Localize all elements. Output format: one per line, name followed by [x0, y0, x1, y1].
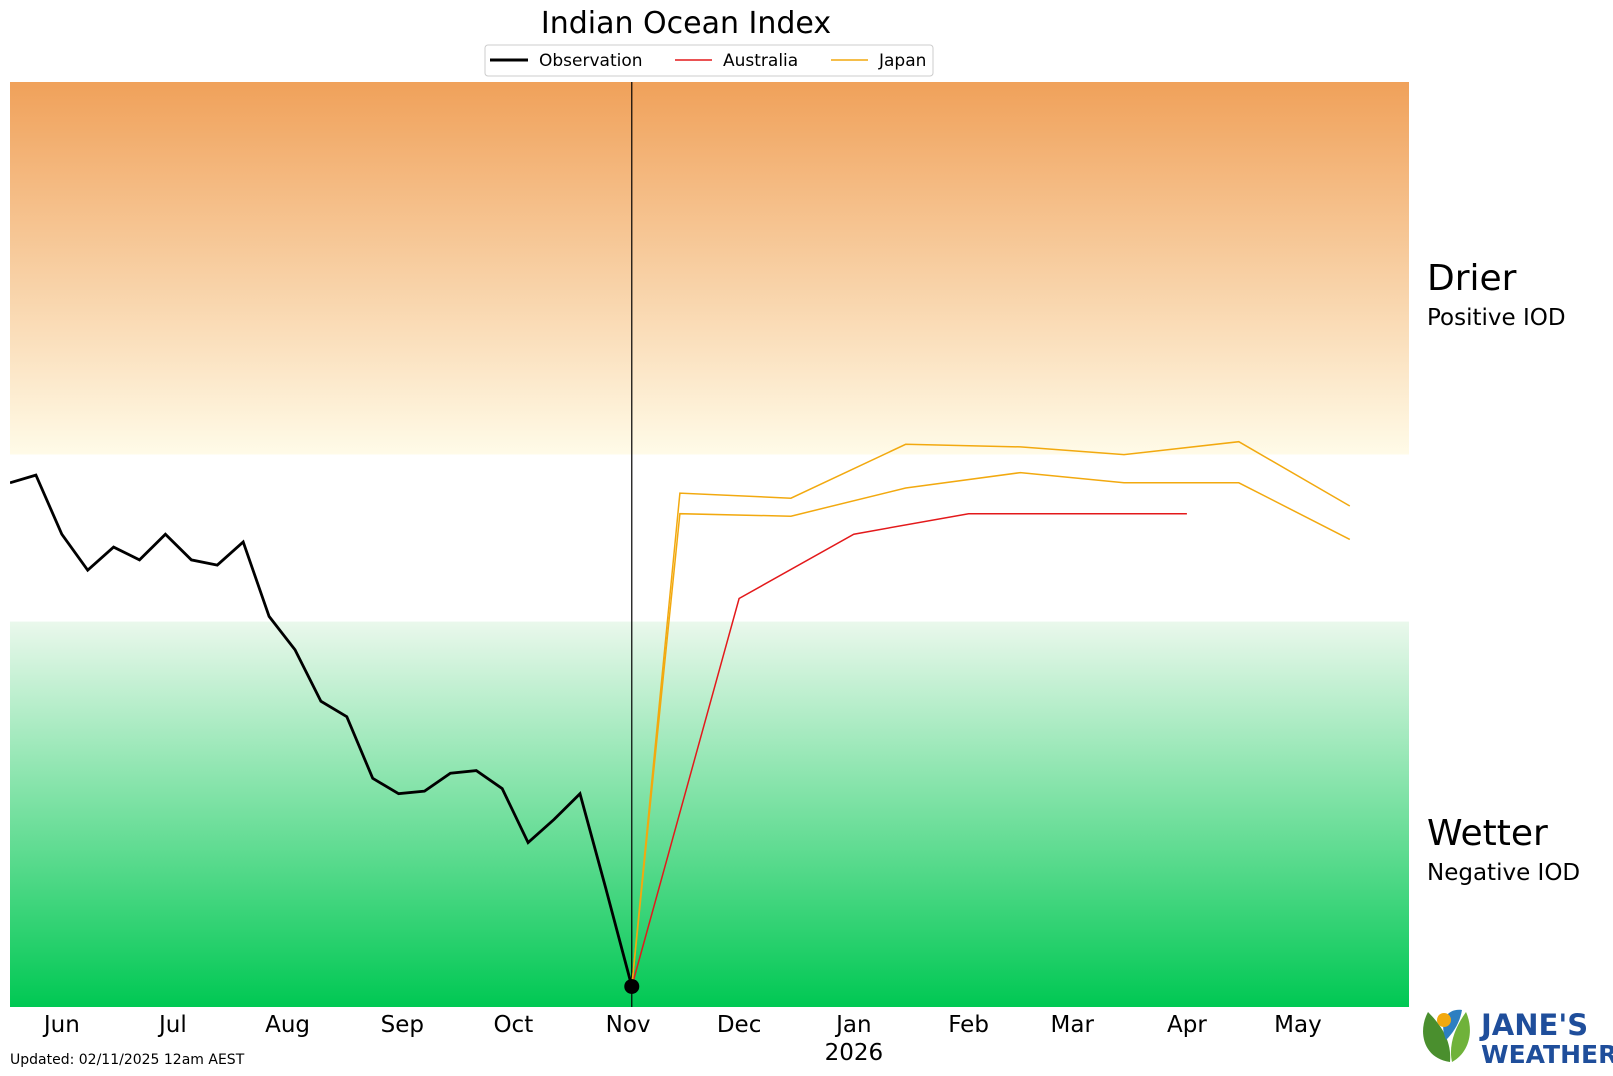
negative-iod-label: Negative IOD [1427, 860, 1580, 886]
logo-leaf-icon [1423, 1009, 1470, 1062]
x-tick-label-jun: Jun [42, 1012, 80, 1038]
chart-title: Indian Ocean Index [541, 6, 831, 41]
x-tick-label-dec: Dec [717, 1012, 762, 1038]
x-tick-label-apr: Apr [1167, 1012, 1207, 1038]
legend-label-australia: Australia [723, 51, 798, 71]
x-tick-label-oct: Oct [493, 1012, 533, 1038]
wetter-band [10, 621, 1409, 1007]
neutral-band [10, 454, 1409, 622]
x-tick-label-jul: Jul [157, 1012, 187, 1038]
x-tick-label-feb: Feb [948, 1012, 989, 1038]
series-line-observation-0 [10, 473, 634, 987]
x-tick-label-mar: Mar [1051, 1012, 1095, 1038]
updated-timestamp: Updated: 02/11/2025 12am AEST [10, 1052, 245, 1068]
logo-text-weather: WEATHER [1481, 1040, 1613, 1069]
series-line-japan-2 [631, 440, 1351, 987]
x-axis: Jun Jul Aug Sep Oct Nov Dec Jan Feb Mar Apr May [42, 1012, 1322, 1038]
drier-band [10, 82, 1409, 455]
latest-observation-point [624, 978, 640, 994]
series-line-japan-3 [631, 471, 1351, 987]
x-tick-label-sep: Sep [381, 1012, 424, 1038]
series-layer [10, 440, 1351, 994]
plot-area [10, 82, 1409, 1007]
legend-label-japan: Japan [878, 51, 926, 71]
drier-label: Drier [1427, 258, 1517, 299]
legend: Observation Australia Japan [484, 44, 934, 77]
series-line-australia-1 [631, 512, 1187, 987]
x-tick-label-nov: Nov [606, 1012, 651, 1038]
janes-weather-logo: JANE'S WEATHER [1423, 1008, 1613, 1069]
x-tick-label-aug: Aug [265, 1012, 310, 1038]
wetter-label: Wetter [1427, 813, 1548, 854]
x-tick-label-may: May [1274, 1012, 1322, 1038]
positive-iod-label: Positive IOD [1427, 305, 1566, 331]
legend-label-observation: Observation [539, 51, 643, 71]
x-tick-label-jan: Jan [834, 1012, 871, 1038]
x-year-label: 2026 [825, 1040, 884, 1066]
logo-text-janes: JANE'S [1479, 1008, 1588, 1042]
